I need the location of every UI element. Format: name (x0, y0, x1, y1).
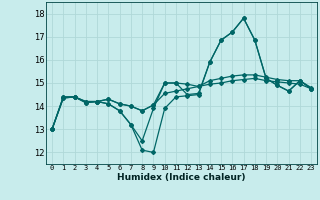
X-axis label: Humidex (Indice chaleur): Humidex (Indice chaleur) (117, 173, 246, 182)
